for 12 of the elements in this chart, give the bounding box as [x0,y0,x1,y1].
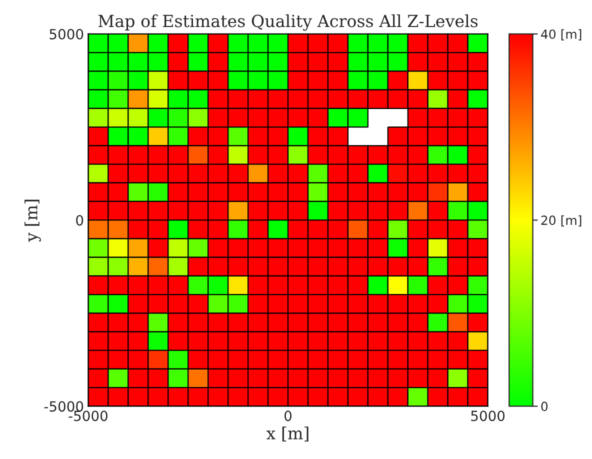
x-tick-label: -5000 [68,410,108,422]
y-tick-label: 0 [76,215,84,226]
y-tick-label: -5000 [44,401,84,412]
x-tick-label: 0 [284,410,292,422]
chart-title: Map of Estimates Quality Across All Z-Levels [98,14,478,31]
y-axis-title: y [m] [24,200,41,242]
x-tick-label: 5000 [471,410,505,422]
color-bar-label: 0 [541,402,548,412]
color-bar-label: 20 [m] [541,215,582,226]
x-axis-title: x [m] [266,426,308,442]
color-bar-label: 40 [m] [541,29,582,40]
y-tick-label: 5000 [50,28,84,40]
